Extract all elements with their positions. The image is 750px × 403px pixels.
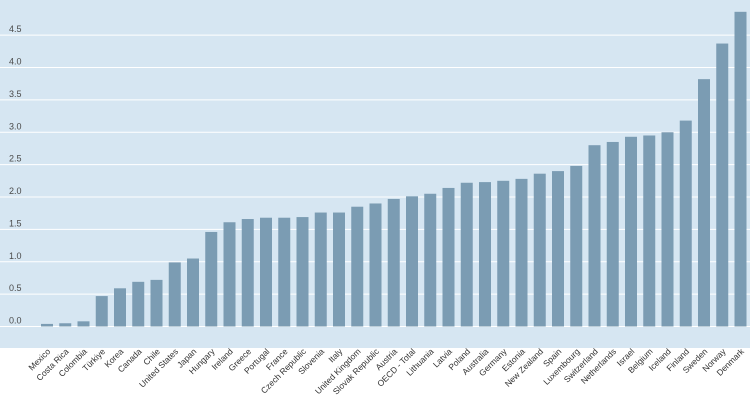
bar-colombia xyxy=(77,321,90,327)
bar-iceland xyxy=(661,132,674,327)
bar-finland xyxy=(679,120,692,327)
y-tick-label: 1.0 xyxy=(9,251,22,261)
bar-poland xyxy=(460,182,473,327)
bar-netherlands xyxy=(606,141,619,327)
bar-denmark xyxy=(734,11,747,327)
bar-hungary xyxy=(205,231,218,327)
bar-chile xyxy=(150,279,163,327)
bar-t-rkiye xyxy=(95,296,108,327)
y-tick-label: 3.5 xyxy=(9,89,22,99)
bar-greece xyxy=(241,219,254,327)
bar-luxembourg xyxy=(570,165,583,327)
bar-austria xyxy=(387,198,400,327)
bar-korea xyxy=(114,288,126,327)
y-tick-label: 0.5 xyxy=(9,283,22,293)
y-tick-label: 0.0 xyxy=(9,316,22,326)
bar-estonia xyxy=(515,178,528,327)
y-tick-label: 4.5 xyxy=(9,24,22,34)
bar-israel xyxy=(625,136,637,327)
bar-norway xyxy=(716,43,729,327)
bar-belgium xyxy=(643,135,656,327)
y-tick-label: 1.5 xyxy=(9,218,22,228)
bar-new-zealand xyxy=(533,173,546,327)
bar-canada xyxy=(132,281,145,327)
bar-slovak-republic xyxy=(369,203,382,327)
bar-united-states xyxy=(168,262,181,327)
bar-lithuania xyxy=(424,193,437,327)
y-tick-label: 2.0 xyxy=(9,186,22,196)
bar-germany xyxy=(497,180,510,327)
bar-italy xyxy=(333,212,345,327)
bar-costa-rica xyxy=(59,323,72,327)
bar-switzerland xyxy=(588,145,601,327)
bar-france xyxy=(278,217,291,327)
y-tick-label: 2.5 xyxy=(9,154,22,164)
bar-japan xyxy=(187,258,199,327)
bar-united-kingdom xyxy=(351,206,364,327)
y-axis-ticks: 0.0 0.5 1.0 1.5 2.0 2.5 3.0 3.5 4.0 4.5 xyxy=(9,24,22,325)
bar-sweden xyxy=(698,79,710,327)
bar-portugal xyxy=(260,217,272,327)
bars xyxy=(41,11,747,327)
y-tick-label: 3.0 xyxy=(9,121,22,131)
y-tick-label: 4.0 xyxy=(9,57,22,67)
bar-latvia xyxy=(442,187,455,327)
bar-australia xyxy=(479,182,491,327)
bar-czech-republic xyxy=(296,217,309,327)
bar-ireland xyxy=(223,222,236,327)
bar-spain xyxy=(552,171,564,327)
bar-oecd-total xyxy=(406,196,418,327)
bar-mexico xyxy=(41,323,53,327)
bar-slovenia xyxy=(314,212,327,327)
